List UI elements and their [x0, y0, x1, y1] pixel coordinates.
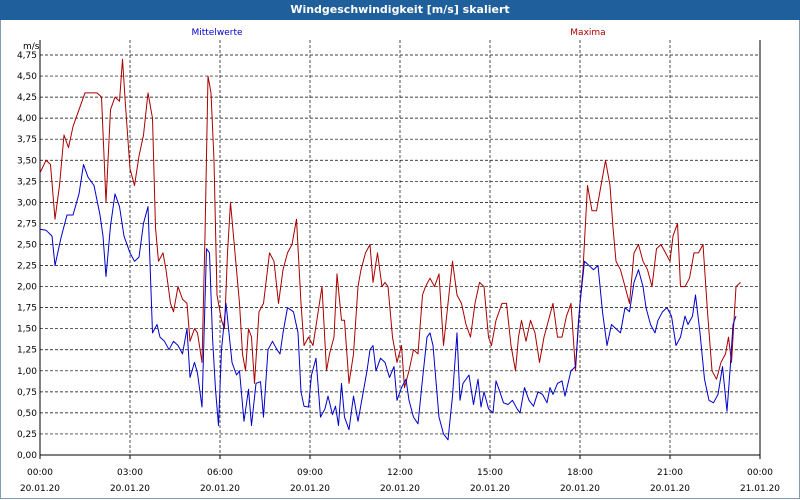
x-tick-date: 20.01.20: [200, 484, 240, 494]
series-line-mittelwerte: [40, 165, 736, 440]
y-tick-label: 0,50: [17, 409, 37, 419]
x-tick-time: 15:00: [477, 468, 503, 478]
x-tick-date: 20.01.20: [470, 484, 510, 494]
legend-mittelwerte: Mittelwerte: [191, 28, 242, 38]
x-tick-date: 20.01.20: [560, 484, 600, 494]
x-tick-date: 20.01.20: [290, 484, 330, 494]
x-tick-time: 00:00: [27, 468, 53, 478]
y-tick-label: 3,00: [17, 198, 37, 208]
x-tick-time: 00:00: [747, 468, 773, 478]
y-tick-label: 4,25: [17, 93, 37, 103]
y-tick-label: 0,25: [17, 430, 37, 440]
y-tick-label: 0,75: [17, 388, 37, 398]
y-tick-label: 2,75: [17, 219, 37, 229]
y-tick-label: 1,00: [17, 367, 37, 377]
y-axis-unit: m/s: [23, 42, 40, 52]
y-tick-label: 2,25: [17, 262, 37, 272]
x-tick-time: 18:00: [567, 468, 593, 478]
y-tick-label: 3,75: [17, 135, 37, 145]
x-tick-date: 20.01.20: [110, 484, 150, 494]
x-tick-time: 06:00: [207, 468, 233, 478]
y-tick-label: 0,00: [17, 451, 37, 461]
x-tick-date: 21.01.20: [740, 484, 780, 494]
x-tick-time: 03:00: [117, 468, 143, 478]
y-tick-label: 4,50: [17, 72, 37, 82]
x-tick-date: 20.01.20: [380, 484, 420, 494]
series-lines: [40, 59, 741, 440]
y-axis: 0,00 0,25 0,50 0,75 1,00 1,25 1,50 1,75 2,00 2,25…: [17, 40, 40, 461]
x-tick-date: 20.01.20: [20, 484, 60, 494]
y-tick-label: 1,50: [17, 325, 37, 335]
y-tick-label: 1,25: [17, 346, 37, 356]
y-tick-label: 2,50: [17, 240, 37, 250]
y-tick-label: 2,00: [17, 283, 37, 293]
x-tick-time: 12:00: [387, 468, 413, 478]
y-tick-label: 1,75: [17, 304, 37, 314]
x-tick-date: 20.01.20: [650, 484, 690, 494]
legend-maxima: Maxima: [570, 28, 605, 38]
x-tick-time: 09:00: [297, 468, 323, 478]
y-tick-label: 3,25: [17, 177, 37, 187]
y-tick-label: 4,75: [17, 51, 37, 61]
y-tick-label: 4,00: [17, 114, 37, 124]
x-tick-time: 21:00: [657, 468, 683, 478]
y-tick-label: 3,50: [17, 156, 37, 166]
